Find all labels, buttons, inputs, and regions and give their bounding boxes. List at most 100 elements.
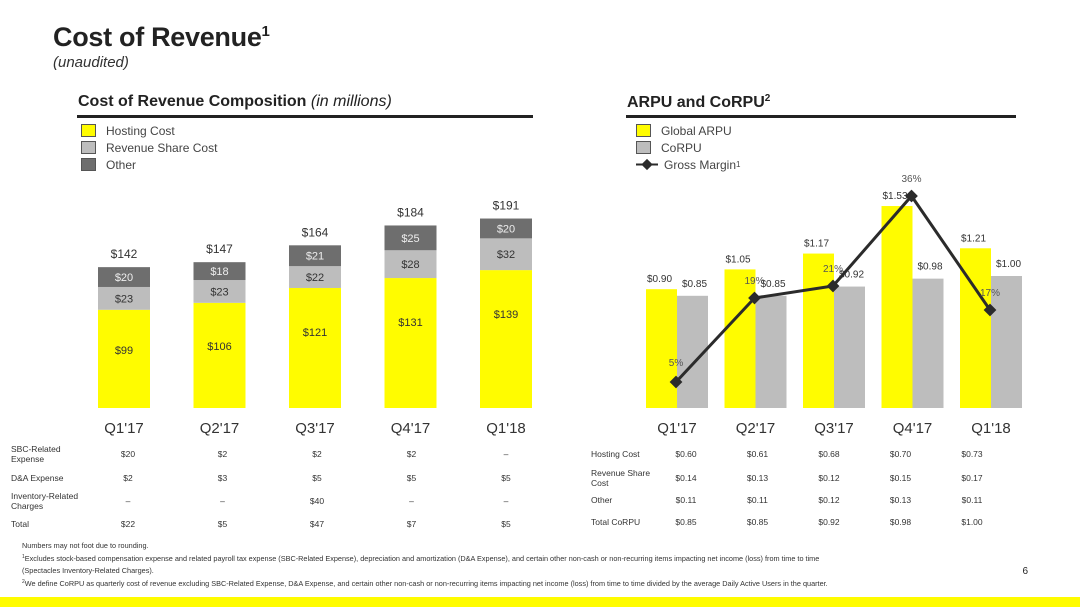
bar-segment — [98, 309, 150, 408]
footnote-2: 2We define CoRPU as quarterly cost of re… — [22, 579, 828, 588]
table-cell: – — [503, 449, 509, 459]
bar-value-label: $1.53 — [882, 191, 907, 202]
bar-segment — [193, 280, 246, 303]
legend-item-corpu: CoRPU — [636, 139, 740, 156]
bar-value-label: $99 — [115, 345, 133, 357]
table-row-label: Other — [591, 495, 613, 505]
gross-margin-label: 17% — [980, 288, 1000, 299]
table-cell: $0.70 — [889, 449, 912, 459]
x-tick-label: Q3'17 — [295, 420, 335, 437]
page-title-footnote-marker: 1 — [261, 23, 270, 40]
bar-total-label: $147 — [206, 242, 233, 256]
bar-segment — [289, 245, 341, 267]
table-cell: $22 — [120, 519, 136, 529]
footnote-1-marker: 1 — [22, 554, 25, 560]
x-tick-label: Q2'17 — [200, 420, 240, 437]
legend-item-hosting-cost: Hosting Cost — [81, 122, 217, 139]
bar-segment — [193, 302, 246, 408]
bar-segment — [98, 286, 150, 310]
footnote-2-marker: 2 — [22, 579, 25, 585]
table-cell: $2 — [406, 449, 417, 459]
gross-margin-label: 19% — [744, 276, 764, 287]
table-cell: $0.60 — [675, 449, 697, 459]
table-cell: $2 — [123, 473, 133, 483]
table-cell: $0.12 — [818, 473, 840, 483]
bar-value-label: $18 — [210, 266, 228, 278]
table-cell: $3 — [217, 473, 228, 483]
legend-swatch-revenue-share — [81, 141, 96, 154]
footnote-rounding: Numbers may not foot due to rounding. — [22, 541, 149, 550]
bar-value-label: $139 — [494, 309, 518, 321]
bar-value-label: $23 — [115, 293, 133, 305]
bar-value-label: $0.90 — [647, 274, 672, 285]
footnote-2-text: We define CoRPU as quarterly cost of rev… — [24, 579, 828, 588]
table-cell: $47 — [309, 519, 325, 529]
x-tick-label: Q1'17 — [104, 420, 144, 437]
bar — [755, 295, 787, 408]
table-cell: – — [409, 496, 414, 506]
legend-label: Gross Margin — [664, 157, 737, 172]
bar-segment — [289, 266, 341, 288]
right-legend: Global ARPU CoRPU Gross Margin 1 — [636, 122, 740, 173]
bar-value-label: $0.85 — [760, 279, 785, 290]
legend-label: Revenue Share Cost — [106, 140, 218, 155]
table-cell: $0.17 — [961, 473, 983, 483]
x-tick-label: Q3'17 — [814, 420, 854, 437]
x-tick-label: Q4'17 — [391, 420, 431, 437]
left-section-title-text: Cost of Revenue Composition — [78, 93, 307, 110]
gross-margin-label: 36% — [901, 174, 921, 185]
legend-swatch-arpu — [636, 124, 651, 137]
bar-value-label: $20 — [115, 272, 133, 284]
bar-value-label: $0.92 — [839, 270, 864, 281]
table-cell: $0.13 — [746, 473, 769, 483]
table-cell: $7 — [406, 519, 417, 529]
x-tick-label: Q4'17 — [893, 420, 933, 437]
table-cell: $5 — [406, 473, 417, 483]
bar-segment — [193, 262, 246, 281]
table-row-label: Hosting Cost — [591, 449, 640, 459]
legend-line-marker-icon — [636, 158, 658, 171]
bar-value-label: $28 — [401, 259, 419, 271]
table-cell: $0.98 — [889, 517, 912, 527]
arpu-corpu-chart: $0.90 $0.85 Q1'17 $1.05 $0.85 Q2'17 $1.17 $0.92… — [646, 174, 1022, 437]
legend-item-revenue-share-cost: Revenue Share Cost — [81, 139, 217, 156]
table-cell: $1.00 — [961, 517, 983, 527]
table-row-label: SBC-Related Expense — [11, 444, 61, 464]
table-row-label: D&A Expense — [11, 473, 64, 483]
right-section-title: ARPU and CoRPU2 — [627, 93, 770, 112]
footnote-1-text: Excludes stock-based compensation expens… — [24, 554, 820, 563]
table-cell: $5 — [312, 473, 322, 483]
table-cell: $5 — [501, 519, 511, 529]
table-cell: $0.13 — [889, 495, 912, 505]
bar-segment — [384, 225, 437, 251]
bar-value-label: $1.21 — [961, 233, 986, 244]
bar — [912, 278, 944, 408]
bar-value-label: $0.98 — [917, 262, 942, 273]
table-cell: – — [503, 496, 509, 506]
left-section-rule — [77, 115, 533, 118]
cost-of-revenue-chart: $99 $23 $20 $142 Q1'17 $106 $23 $18 $147 Q2'17 $12… — [98, 199, 532, 437]
bar — [803, 253, 834, 408]
bar-value-label: $1.17 — [804, 239, 829, 250]
bar-segment — [384, 278, 437, 408]
gross-margin-label: 5% — [669, 358, 684, 369]
bar-segment — [384, 250, 437, 279]
table-row-label: Revenue Share Cost — [591, 468, 651, 488]
page-subtitle: (unaudited) — [53, 54, 129, 71]
table-cell: $0.11 — [675, 495, 697, 505]
bar-value-label: $0.85 — [682, 279, 707, 290]
legend-item-other: Other — [81, 156, 217, 173]
bottom-accent-bar — [0, 597, 1080, 607]
table-row-label: Inventory-Related Charges — [11, 491, 79, 511]
table-row-label: Total CoRPU — [591, 517, 641, 527]
bar-value-label: $131 — [398, 317, 422, 329]
legend-item-global-arpu: Global ARPU — [636, 122, 740, 139]
legend-label: CoRPU — [661, 140, 702, 155]
bar — [646, 289, 677, 408]
left-section-title-units: (in millions) — [310, 93, 392, 110]
x-tick-label: Q1'18 — [486, 420, 526, 437]
legend-label: Other — [106, 157, 137, 172]
bar — [881, 206, 913, 408]
bar-value-label: $32 — [497, 249, 515, 261]
legend-swatch-other — [81, 158, 96, 171]
